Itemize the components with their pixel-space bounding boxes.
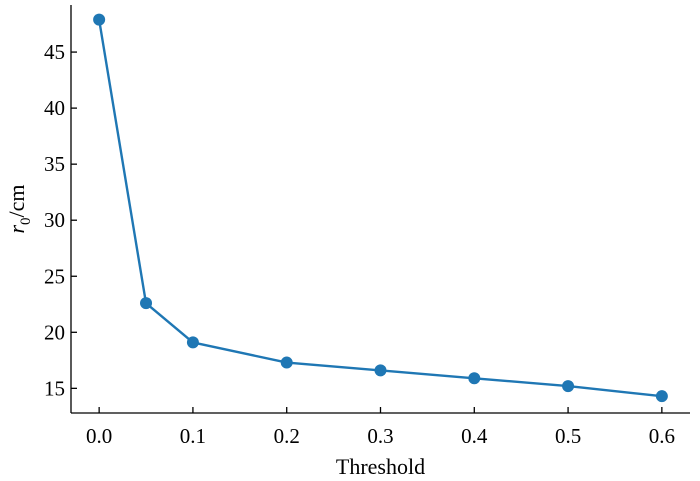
x-tick-label: 0.4: [461, 424, 488, 448]
data-point: [655, 390, 668, 403]
data-point: [140, 297, 153, 310]
y-axis-label: r0/cm: [4, 184, 34, 233]
data-point: [93, 13, 106, 26]
y-axis-label-variable: r: [4, 225, 29, 234]
data-point: [280, 356, 293, 369]
series-line: [97, 19, 663, 398]
y-tick-label: 25: [44, 264, 65, 288]
x-tick-label: 0.0: [86, 424, 112, 448]
data-point: [562, 380, 575, 393]
y-tick-label: 35: [44, 152, 65, 176]
x-tick-label: 0.6: [649, 424, 675, 448]
y-tick-label: 15: [44, 376, 65, 400]
x-axis-label: Threshold: [336, 454, 425, 479]
series-layer: [93, 13, 668, 403]
y-tick-label: 45: [44, 40, 65, 64]
y-axis-label-subscript: 0: [18, 217, 34, 225]
y-axis-label-unit: /cm: [4, 184, 29, 217]
x-tick-label: 0.5: [555, 424, 581, 448]
data-point: [186, 336, 199, 349]
axes: [70, 5, 690, 414]
y-ticks: 15 20 25 30 35 40 45: [44, 40, 77, 400]
y-tick-label: 30: [44, 208, 65, 232]
x-tick-label: 0.3: [367, 424, 393, 448]
data-point: [468, 372, 481, 385]
y-tick-label: 20: [44, 320, 65, 344]
x-tick-label: 0.2: [274, 424, 300, 448]
data-point: [374, 364, 387, 377]
x-ticks: 0.0 0.1 0.2 0.3 0.4 0.5 0.6: [86, 407, 675, 448]
y-tick-label: 40: [44, 96, 65, 120]
x-tick-label: 0.1: [180, 424, 206, 448]
